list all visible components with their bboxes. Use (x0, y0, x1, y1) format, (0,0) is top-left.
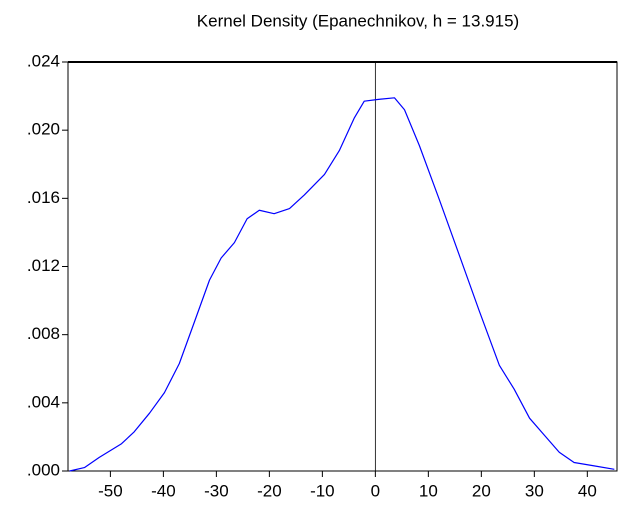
y-tick-label: .012 (27, 256, 60, 275)
x-tick-label: 0 (371, 481, 380, 500)
x-tick-label: -50 (98, 481, 123, 500)
chart-title: Kernel Density (Epanechnikov, h = 13.915… (197, 11, 519, 30)
y-tick-label: .004 (27, 392, 60, 411)
x-tick-label: 40 (578, 481, 597, 500)
x-tick-label: -30 (204, 481, 229, 500)
y-tick-label: .024 (27, 51, 60, 70)
plot-frame (67, 61, 618, 472)
y-tick-label: .020 (27, 120, 60, 139)
x-tick-label: -40 (151, 481, 176, 500)
x-tick-label: 20 (472, 481, 491, 500)
x-tick-label: 10 (419, 481, 438, 500)
x-tick-label: -10 (310, 481, 335, 500)
x-tick-label: -20 (257, 481, 282, 500)
density-line (69, 97, 615, 472)
y-tick-label: .016 (27, 188, 60, 207)
x-tick-label: 30 (525, 481, 544, 500)
y-tick-label: .000 (27, 460, 60, 479)
y-tick-label: .008 (27, 324, 60, 343)
